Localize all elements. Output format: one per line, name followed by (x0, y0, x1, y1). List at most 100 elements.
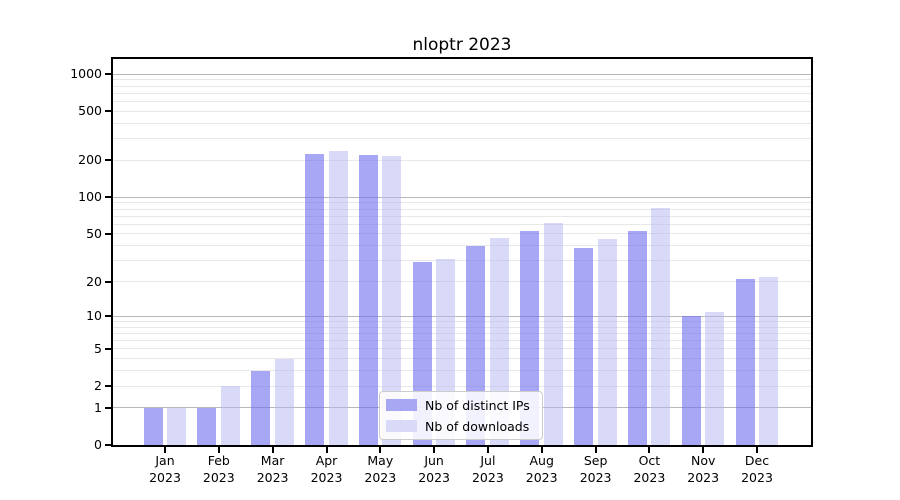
gridline-minor-400 (113, 122, 811, 124)
x-tick-label-aug: Aug 2023 (525, 453, 558, 485)
gridline-minor-50 (113, 233, 811, 235)
x-tick-jul (486, 447, 489, 453)
x-tick-jun (433, 447, 436, 453)
bar-nov-ips (681, 316, 701, 445)
y-tick-2 (105, 385, 112, 387)
y-tick-label-200: 200 (78, 152, 102, 168)
x-tick-oct (648, 447, 651, 453)
bar-mar-ips (251, 370, 271, 445)
gridline-minor-3 (113, 370, 811, 372)
gridline-minor-700 (113, 92, 811, 94)
bar-feb-ips (197, 407, 217, 445)
y-tick-0 (105, 444, 112, 446)
gridline-minor-200 (113, 159, 811, 161)
bar-nov-downloads (705, 311, 725, 445)
legend-swatch-downloads-icon (386, 420, 417, 432)
gridline-minor-2 (113, 385, 811, 387)
x-tick-dec (756, 447, 758, 453)
x-tick-label-nov: Nov 2023 (687, 453, 720, 485)
gridline-minor-40 (113, 245, 811, 247)
y-tick-label-100: 100 (78, 189, 102, 205)
gridline-minor-7 (113, 332, 811, 334)
gridline-major-1000 (113, 73, 811, 75)
chart-title: nloptr 2023 (412, 35, 512, 55)
y-tick-50 (105, 232, 112, 235)
bar-oct-ips (627, 230, 647, 445)
gridline-minor-70 (113, 215, 811, 217)
y-tick-500 (105, 110, 112, 113)
legend-entry-downloads: Nb of downloads (386, 416, 542, 437)
x-tick-jan (164, 447, 166, 453)
gridline-minor-500 (113, 110, 811, 112)
y-tick-200 (105, 159, 112, 162)
x-tick-label-oct: Oct 2023 (633, 453, 666, 485)
gridline-minor-900 (113, 79, 811, 81)
y-tick-100 (105, 196, 112, 199)
x-tick-label-mar: Mar 2023 (256, 453, 289, 485)
bar-may-ips (358, 155, 378, 445)
x-tick-apr (325, 447, 328, 453)
gridline-minor-9 (113, 320, 811, 322)
bar-may-downloads (382, 156, 402, 445)
x-tick-nov (702, 447, 705, 453)
x-tick-label-dec: Dec 2023 (741, 453, 773, 485)
gridline-minor-300 (113, 138, 811, 139)
gridline-minor-4 (113, 358, 811, 360)
y-tick-label-10: 10 (86, 308, 102, 324)
gridline-minor-80 (113, 208, 811, 210)
y-tick-label-500: 500 (78, 103, 102, 119)
legend-swatch-distinct-ips-icon (386, 399, 417, 411)
gridline-minor-600 (113, 100, 811, 102)
gridline-minor-30 (113, 260, 811, 262)
bar-dec-downloads (759, 276, 778, 445)
y-tick-label-5: 5 (94, 340, 102, 356)
gridline-major-10 (113, 315, 811, 317)
plot-area-border (111, 57, 813, 447)
x-tick-label-apr: Apr 2023 (310, 453, 343, 485)
legend-label-distinct-ips: Nb of distinct IPs (425, 397, 530, 413)
gridline-minor-8 (113, 326, 811, 328)
gridline-minor-60 (113, 223, 811, 225)
y-tick-label-1: 1 (94, 399, 102, 415)
y-tick-10 (105, 315, 112, 318)
bar-jan-downloads (167, 407, 186, 445)
x-tick-may (379, 447, 382, 453)
y-tick-1000 (105, 73, 112, 75)
gridline-minor-6 (113, 340, 811, 341)
x-tick-label-jul: Jul 2023 (471, 453, 504, 485)
y-tick-label-1000: 1000 (70, 66, 102, 81)
bar-oct-downloads (651, 207, 671, 445)
x-tick-sep (594, 447, 597, 453)
gridline-minor-90 (113, 202, 811, 204)
bar-jan-ips (143, 407, 163, 445)
x-tick-label-jan: Jan 2023 (149, 453, 181, 485)
gridline-major-100 (113, 196, 811, 198)
x-tick-label-jun: Jun 2023 (418, 453, 450, 485)
y-tick-label-0: 0 (94, 437, 102, 452)
x-tick-label-may: May 2023 (364, 453, 397, 485)
x-tick-label-feb: Feb 2023 (202, 453, 235, 485)
bar-apr-ips (305, 153, 324, 445)
bar-mar-downloads (274, 358, 294, 445)
y-tick-20 (105, 280, 112, 283)
bar-apr-downloads (328, 150, 348, 445)
legend-entry-distinct-ips: Nb of distinct IPs (386, 395, 542, 416)
y-tick-label-50: 50 (86, 225, 102, 241)
y-tick-label-20: 20 (86, 273, 102, 289)
legend: Nb of distinct IPs Nb of downloads (379, 391, 543, 440)
x-tick-label-sep: Sep 2023 (579, 453, 612, 485)
legend-label-downloads: Nb of downloads (425, 418, 530, 434)
x-tick-aug (540, 447, 543, 453)
x-tick-mar (271, 447, 274, 453)
gridline-minor-5 (113, 348, 811, 350)
y-tick-label-2: 2 (94, 378, 102, 393)
y-tick-1 (105, 406, 112, 409)
bar-sep-ips (574, 248, 594, 445)
x-tick-feb (217, 447, 220, 453)
bar-sep-downloads (597, 239, 617, 445)
bar-dec-ips (735, 279, 755, 445)
gridline-minor-20 (113, 281, 811, 282)
gridline-minor-800 (113, 85, 811, 87)
y-tick-5 (105, 347, 112, 350)
